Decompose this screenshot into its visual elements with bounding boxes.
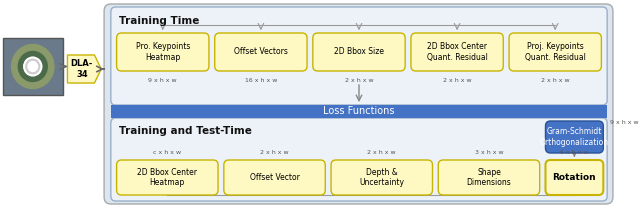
Text: 16 x h x w: 16 x h x w <box>244 78 277 83</box>
Text: Gram-Schmidt
Orthogonalization: Gram-Schmidt Orthogonalization <box>540 127 609 147</box>
FancyBboxPatch shape <box>111 118 607 201</box>
Text: Proj. Keypoints
Quant. Residual: Proj. Keypoints Quant. Residual <box>525 42 586 62</box>
Text: Loss Functions: Loss Functions <box>323 107 395 116</box>
FancyBboxPatch shape <box>438 160 540 195</box>
FancyBboxPatch shape <box>313 33 405 71</box>
Text: Offset Vector: Offset Vector <box>250 173 300 182</box>
Text: 2 x h x w: 2 x h x w <box>443 78 472 83</box>
Circle shape <box>24 57 42 76</box>
Text: 2D Bbox Center
Quant. Residual: 2D Bbox Center Quant. Residual <box>427 42 488 62</box>
Text: Pro. Keypoints
Heatmap: Pro. Keypoints Heatmap <box>136 42 190 62</box>
FancyBboxPatch shape <box>116 160 218 195</box>
Text: 2 x h x w: 2 x h x w <box>367 150 396 155</box>
FancyBboxPatch shape <box>104 4 613 204</box>
Text: 2 x h x w: 2 x h x w <box>260 150 289 155</box>
Bar <box>3 38 63 95</box>
FancyBboxPatch shape <box>509 33 602 71</box>
FancyBboxPatch shape <box>545 121 604 153</box>
FancyBboxPatch shape <box>224 160 325 195</box>
FancyBboxPatch shape <box>545 160 604 195</box>
Text: Shape
Dimensions: Shape Dimensions <box>467 168 511 187</box>
Text: 2 x h x w: 2 x h x w <box>345 78 373 83</box>
Text: 6 x h x w: 6 x h x w <box>560 150 589 155</box>
Text: Offset Vectors: Offset Vectors <box>234 48 288 57</box>
FancyBboxPatch shape <box>331 160 433 195</box>
Text: 9 x h x w: 9 x h x w <box>610 120 639 125</box>
Text: DLA-
34: DLA- 34 <box>71 59 93 79</box>
Text: 2D Bbox Size: 2D Bbox Size <box>334 48 384 57</box>
Text: Rotation: Rotation <box>552 173 596 182</box>
Circle shape <box>19 51 47 82</box>
Text: c x h x w: c x h x w <box>153 150 181 155</box>
Polygon shape <box>67 55 101 83</box>
Text: Depth &
Uncertainty: Depth & Uncertainty <box>359 168 404 187</box>
FancyBboxPatch shape <box>411 33 503 71</box>
Text: 2D Bbox Center
Heatmap: 2D Bbox Center Heatmap <box>138 168 197 187</box>
Text: Training Time: Training Time <box>118 16 199 26</box>
Circle shape <box>28 61 38 72</box>
Text: 2 x h x w: 2 x h x w <box>541 78 570 83</box>
FancyBboxPatch shape <box>116 33 209 71</box>
Text: 3 x h x w: 3 x h x w <box>475 150 503 155</box>
FancyBboxPatch shape <box>111 7 607 105</box>
Circle shape <box>12 44 54 88</box>
FancyBboxPatch shape <box>215 33 307 71</box>
Text: 9 x h x w: 9 x h x w <box>148 78 177 83</box>
Bar <box>111 105 607 118</box>
Text: Training and Test-Time: Training and Test-Time <box>118 126 252 136</box>
